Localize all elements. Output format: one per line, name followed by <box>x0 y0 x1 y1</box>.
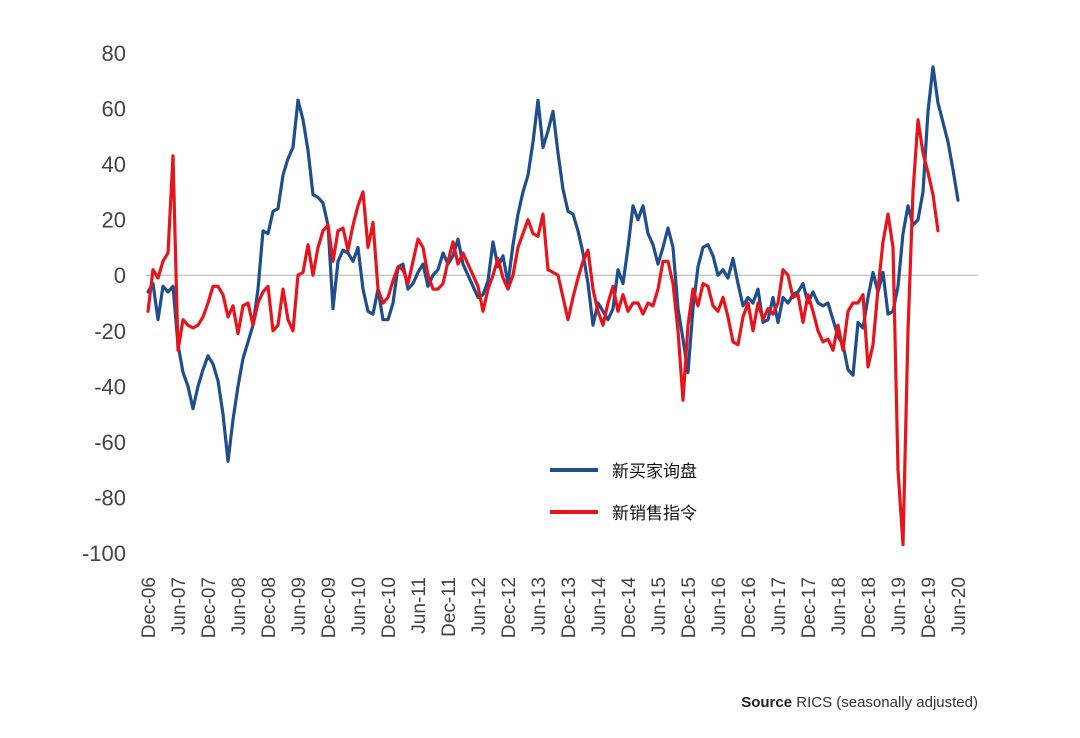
x-tick-label: Dec-15 <box>679 577 700 638</box>
x-tick-label: Dec-19 <box>919 577 940 638</box>
legend: 新买家询盘 新销售指令 <box>550 462 697 524</box>
y-tick-label: -80 <box>94 485 126 510</box>
x-tick-label: Dec-08 <box>259 577 280 638</box>
source-label: Source <box>741 694 793 711</box>
x-tick-label: Dec-17 <box>799 577 820 638</box>
x-tick-label: Jun-07 <box>169 577 190 635</box>
x-tick-label: Dec-10 <box>379 577 400 638</box>
x-tick-label: Jun-15 <box>649 577 670 635</box>
x-tick-label: Jun-18 <box>829 577 850 635</box>
x-tick-label: Dec-09 <box>319 577 340 638</box>
x-tick-label: Jun-17 <box>769 577 790 635</box>
x-tick-label: Jun-20 <box>949 577 970 635</box>
x-tick-label: Jun-19 <box>889 577 910 635</box>
x-tick-label: Jun-10 <box>349 577 370 635</box>
series-layer <box>146 65 960 547</box>
series-line-buyer-enquiries <box>146 65 960 463</box>
x-tick-label: Jun-14 <box>589 577 610 636</box>
legend-label-buyer-enquiries: 新买家询盘 <box>612 462 697 482</box>
x-tick-label: Dec-07 <box>199 577 220 638</box>
x-tick-label: Dec-14 <box>619 577 640 639</box>
x-tick-label: Jun-08 <box>229 577 250 635</box>
x-tick-label: Dec-12 <box>499 577 520 638</box>
legend-label-sales-instructions: 新销售指令 <box>612 504 697 524</box>
x-tick-label: Jun-16 <box>709 577 730 635</box>
y-tick-label: -100 <box>82 541 126 566</box>
x-tick-label: Dec-11 <box>439 577 460 637</box>
y-tick-label: -20 <box>94 319 126 344</box>
x-tick-label: Jun-12 <box>469 577 490 635</box>
y-tick-label: 20 <box>102 208 126 233</box>
x-tick-label: Jun-13 <box>529 577 550 635</box>
x-tick-label: Dec-18 <box>859 577 880 638</box>
y-tick-label: 40 <box>102 152 126 177</box>
y-tick-label: -40 <box>94 374 126 399</box>
x-axis: Dec-06 Jun-07 Dec-07 Jun-08 Dec-08 Jun-09 Dec-… <box>139 577 970 639</box>
x-tick-label: Jun-11 <box>409 577 430 634</box>
y-tick-label: 0 <box>114 263 126 288</box>
source-text: RICS (seasonally adjusted) <box>796 694 978 711</box>
x-tick-label: Dec-16 <box>739 577 760 638</box>
y-tick-label: -60 <box>94 430 126 455</box>
source-note: Source RICS (seasonally adjusted) <box>741 694 978 711</box>
y-tick-label: 60 <box>102 97 126 122</box>
x-tick-label: Dec-13 <box>559 577 580 638</box>
x-tick-label: Dec-06 <box>139 577 160 638</box>
y-axis: 80 60 40 20 0 -20 -40 -60 -80 -100 <box>82 41 126 566</box>
series-line-sales-instructions <box>146 118 940 547</box>
y-tick-label: 80 <box>102 41 126 66</box>
x-tick-label: Jun-09 <box>289 577 310 635</box>
